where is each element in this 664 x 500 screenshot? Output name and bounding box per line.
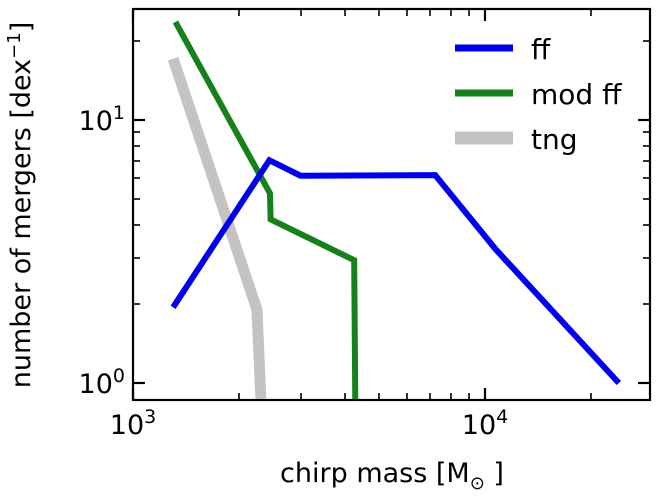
legend-item-mod-ff[interactable]: mod ff (455, 78, 622, 111)
y-axis-title: number of mergers [dex−1] (4, 22, 37, 389)
legend-item-tng[interactable]: tng (455, 123, 578, 156)
y-ticklabel-1: 100 (79, 365, 125, 400)
series-line-ff (170, 156, 622, 386)
y-axis-minor-ticks (133, 40, 650, 305)
axes-frame (131, 7, 652, 402)
series-line-mod-ff (172, 20, 359, 399)
x-axis-title: chirp mass [M⊙ ] (280, 458, 504, 494)
legend-label-tng: tng (531, 123, 578, 156)
legend-item-ff[interactable]: ff (455, 33, 551, 66)
x-axis-major-ticks (131, 9, 487, 400)
legend-label-mod-ff: mod ff (531, 78, 622, 111)
x-ticklabel-10000: 104 (462, 406, 508, 441)
y-axis-major-ticks (133, 118, 650, 385)
legend: ff mod ff tng (455, 33, 622, 156)
series-line-tng (167, 56, 267, 399)
legend-label-ff: ff (531, 33, 551, 66)
x-axis-minor-ticks (238, 9, 592, 400)
x-ticklabel-1000: 103 (110, 406, 156, 441)
y-ticklabel-10: 101 (79, 102, 125, 137)
